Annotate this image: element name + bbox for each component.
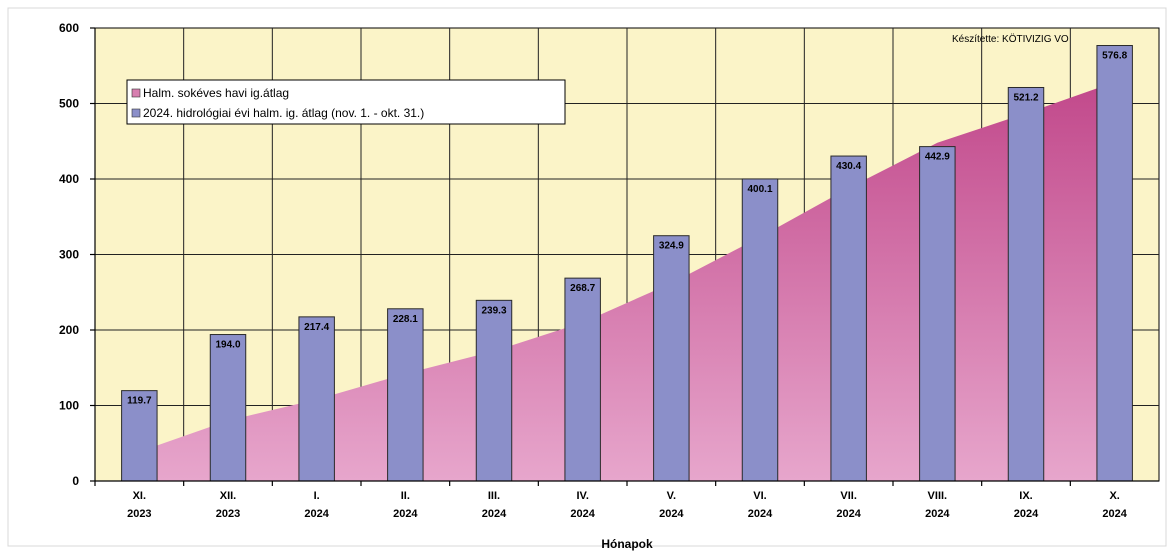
x-tick-label-8-year: 2024 [836, 508, 861, 520]
x-tick-label-1-month: XII. [220, 490, 237, 502]
data-label-11: 576.8 [1102, 51, 1127, 62]
x-axis-title: Hónapok [601, 537, 653, 551]
data-label-5: 268.7 [570, 283, 595, 294]
y-tick-label-1: 100 [59, 399, 79, 413]
x-tick-labels: XI. 2023 XII. 2023 I. 2024 II. 2024 III. 2024 IV. 2… [127, 490, 1128, 520]
x-tick-label-5-month: IV. [576, 490, 588, 502]
y-tick-label-4: 400 [59, 172, 79, 186]
legend: Halm. sokéves havi ig.átlag 2024. hidrol… [126, 79, 566, 125]
bar-4 [475, 299, 513, 482]
x-tick-label-11-year: 2024 [1102, 508, 1127, 520]
x-tick-label-9-month: VIII. [928, 490, 948, 502]
x-tick-label-3-year: 2024 [393, 508, 418, 520]
bar-8 [830, 155, 867, 482]
x-tick-label-11-month: X. [1109, 490, 1119, 502]
data-label-0: 119.7 [127, 396, 152, 407]
data-label-1: 194.0 [215, 340, 240, 351]
x-tick-label-2-year: 2024 [304, 508, 329, 520]
data-label-6: 324.9 [659, 241, 684, 252]
x-tick-label-5-year: 2024 [570, 508, 595, 520]
y-tick-label-3: 300 [59, 248, 79, 262]
legend-label-area: Halm. sokéves havi ig.átlag [143, 86, 289, 100]
data-label-9: 442.9 [925, 152, 950, 163]
x-tick-label-6-year: 2024 [659, 508, 684, 520]
bar-5 [564, 277, 601, 482]
axes [90, 27, 1159, 486]
y-tick-label-0: 0 [72, 474, 79, 488]
y-tick-label-5: 500 [59, 97, 79, 111]
x-tick-label-3-month: II. [401, 490, 410, 502]
x-tick-label-8-month: VII. [840, 490, 857, 502]
bar-3 [387, 308, 424, 482]
legend-swatch-area [131, 88, 141, 98]
x-tick-label-7-month: VI. [753, 490, 766, 502]
bar-7 [741, 178, 779, 482]
bar-0 [121, 390, 158, 482]
x-tick-label-10-month: IX. [1019, 490, 1032, 502]
y-tick-labels: 0 100 200 300 400 500 600 [59, 21, 79, 488]
legend-box [126, 79, 566, 125]
bar-9 [919, 146, 956, 482]
chart-frame [7, 7, 1167, 547]
x-tick-label-2-month: I. [314, 490, 320, 502]
x-tick-label-7-year: 2024 [748, 508, 773, 520]
bar-1 [209, 334, 247, 482]
legend-swatch-bar [131, 108, 141, 118]
x-tick-label-4-month: III. [488, 490, 500, 502]
y-tick-label-6: 600 [59, 21, 79, 35]
data-label-10: 521.2 [1013, 92, 1038, 103]
legend-label-bar: 2024. hidrológiai évi halm. ig. átlag (n… [143, 106, 424, 120]
data-label-2: 217.4 [304, 322, 329, 333]
data-label-7: 400.1 [747, 184, 772, 195]
data-label-3: 228.1 [393, 314, 418, 325]
y-tick-label-2: 200 [59, 323, 79, 337]
x-tick-label-10-year: 2024 [1014, 508, 1039, 520]
data-label-8: 430.4 [836, 161, 861, 172]
bar-6 [653, 235, 690, 482]
data-labels: 119.7 194.0 217.4 228.1 239.3 268.7 324.9 400.1… [127, 51, 1128, 407]
bar-2 [298, 316, 335, 482]
x-tick-label-0-year: 2023 [127, 508, 151, 520]
bar-11 [1096, 45, 1133, 482]
x-tick-label-9-year: 2024 [925, 508, 950, 520]
x-tick-label-0-month: XI. [133, 490, 146, 502]
x-tick-label-1-year: 2023 [216, 508, 240, 520]
data-label-4: 239.3 [481, 305, 506, 316]
x-tick-label-6-month: V. [667, 490, 676, 502]
x-tick-label-4-year: 2024 [482, 508, 507, 520]
bar-10 [1007, 86, 1045, 482]
credit-annotation: Készítette: KÖTIVIZIG VO [952, 33, 1069, 45]
